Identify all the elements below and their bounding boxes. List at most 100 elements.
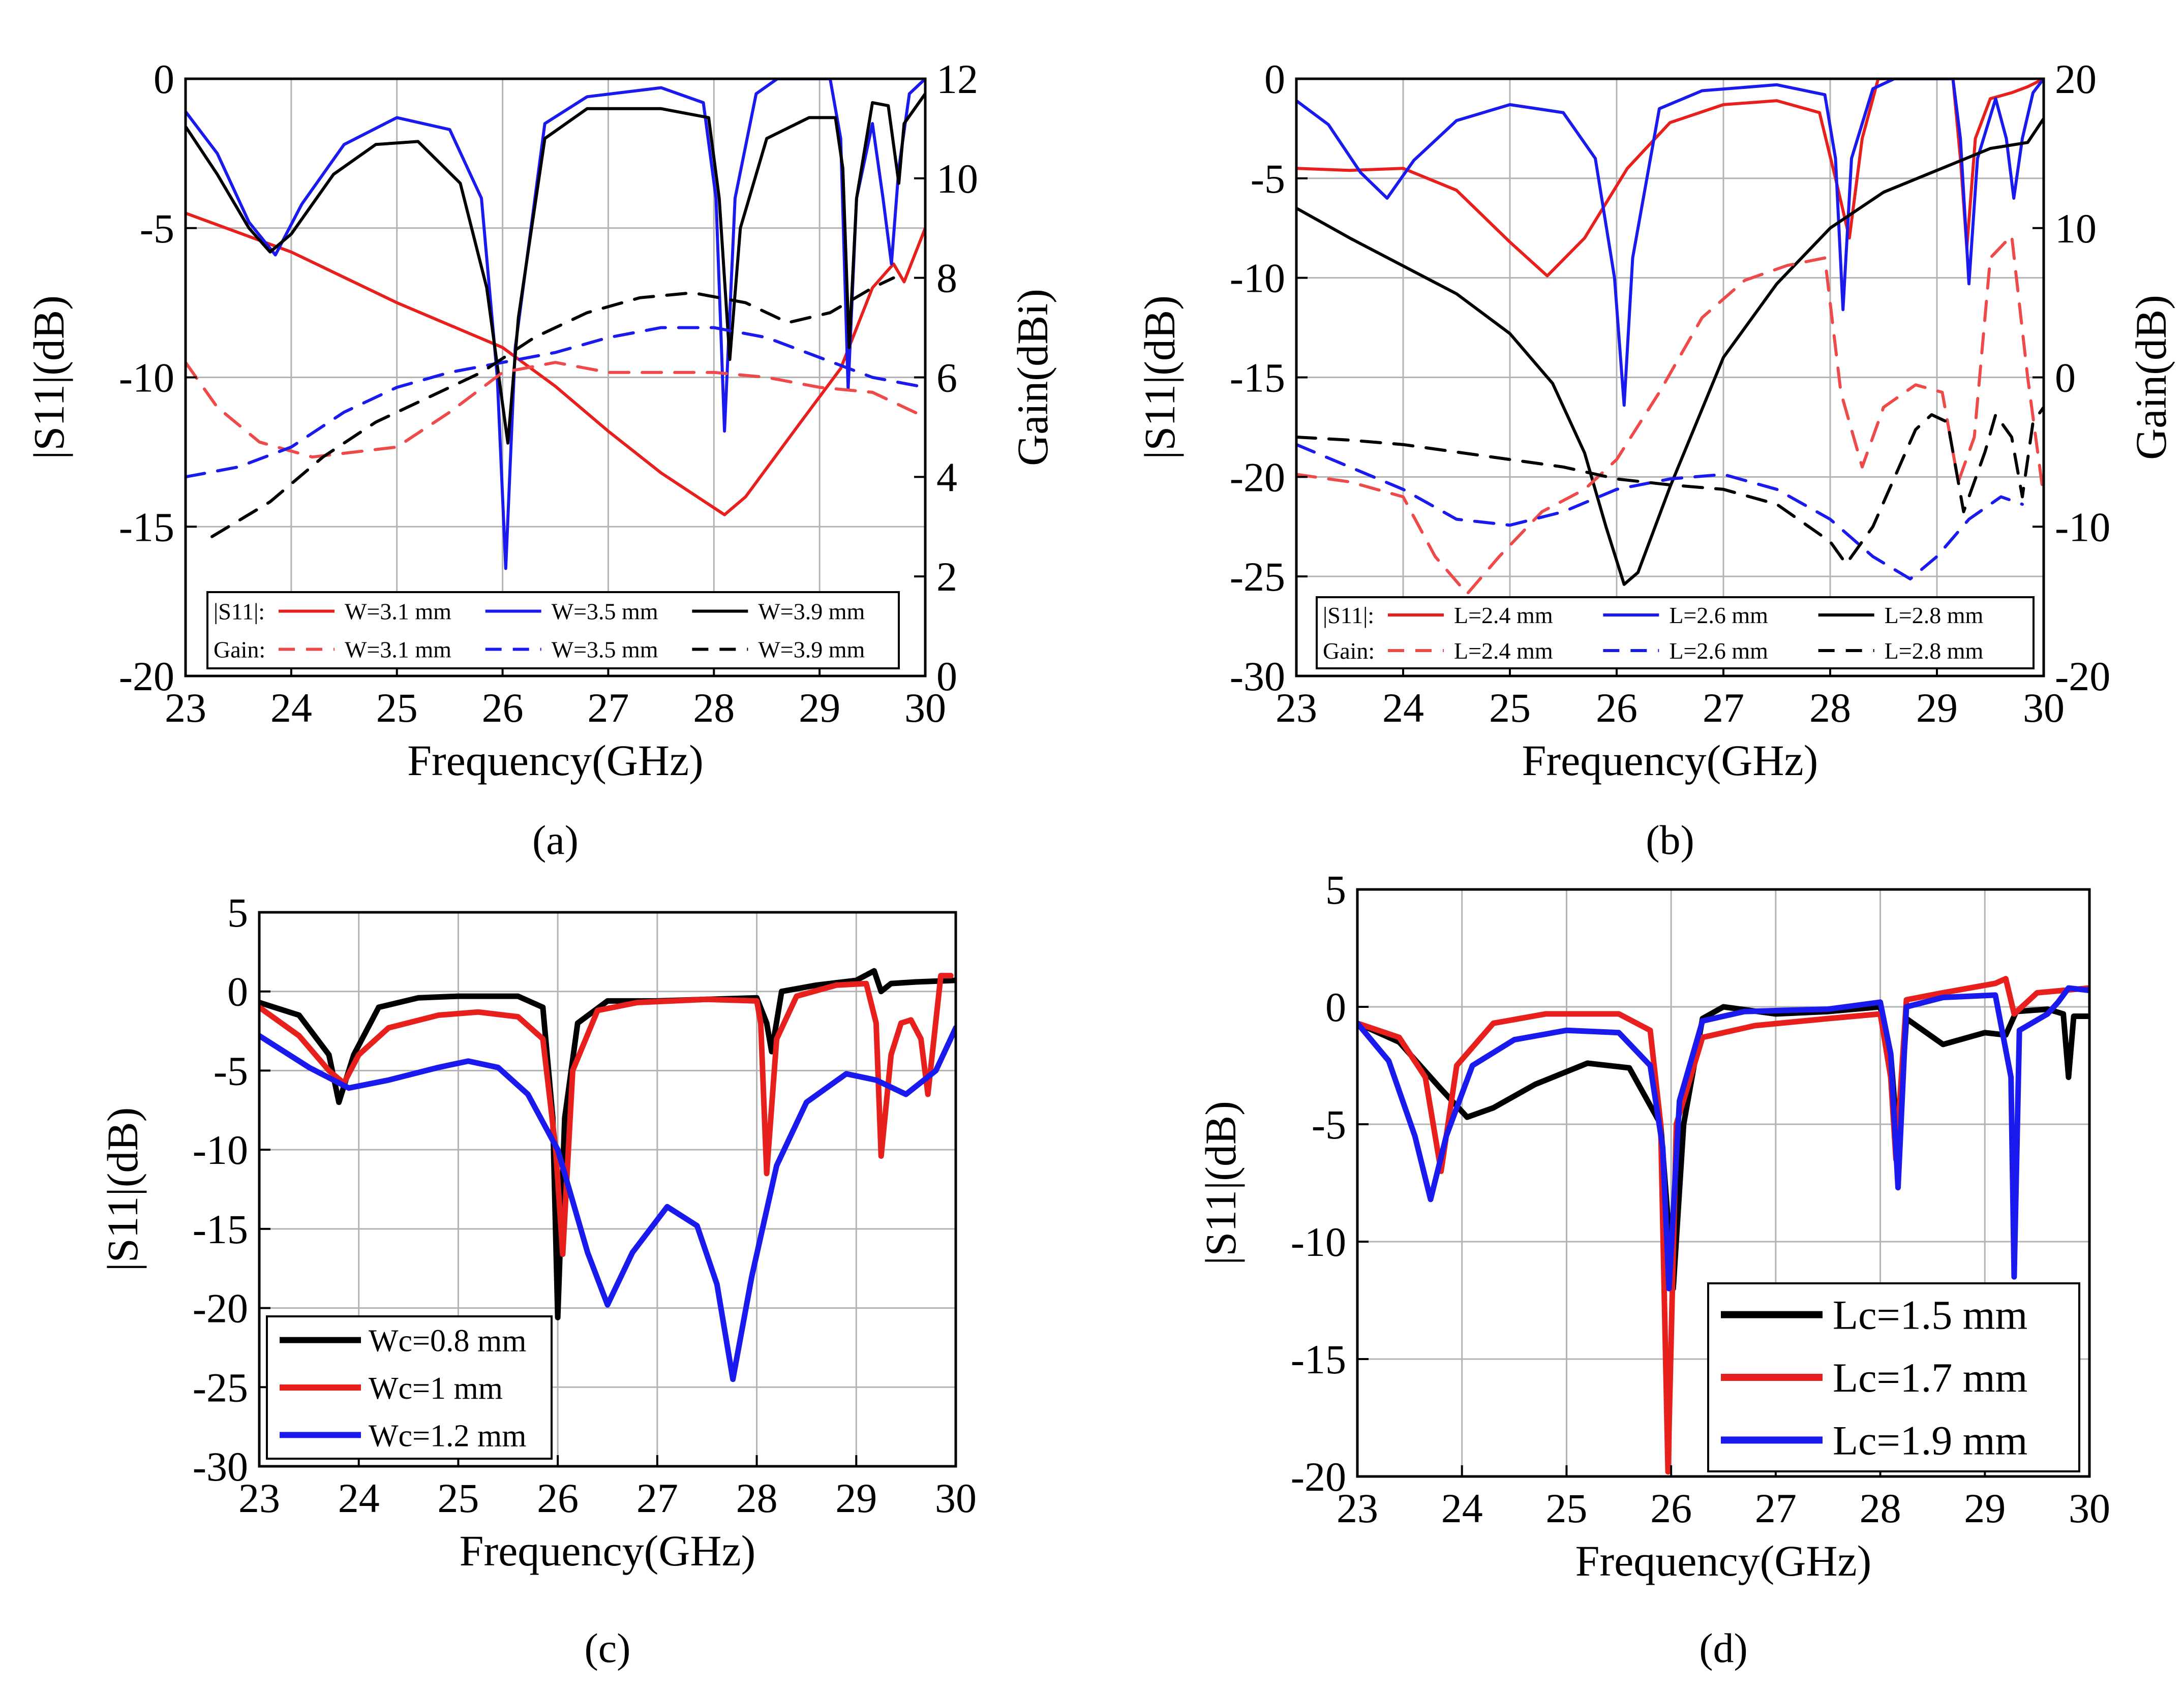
series-line-3 (1357, 985, 2089, 1291)
y-tick-label: -15 (119, 504, 174, 550)
legend-row-prefix: |S11|: (1323, 602, 1374, 628)
x-tick-label: 25 (1545, 1485, 1587, 1531)
y-tick-label: -5 (140, 205, 174, 252)
legend-entry-label: L=2.8 mm (1885, 638, 1984, 664)
legend-entry-label: Lc=1.7 mm (1833, 1354, 2027, 1401)
legend-entry-label: W=3.9 mm (758, 637, 865, 663)
x-tick-label: 24 (1382, 685, 1424, 731)
y2-tick-label: 0 (2055, 355, 2076, 401)
legend-entry-label: Wc=0.8 mm (369, 1324, 526, 1359)
legend-entry-label: Wc=1.2 mm (369, 1419, 526, 1453)
x-tick-label: 29 (1916, 685, 1958, 731)
y2-tick-label: 6 (936, 355, 957, 401)
y-tick-label: -5 (1251, 156, 1285, 202)
plot-frame (1356, 888, 2091, 1478)
y-tick-label: 0 (1325, 984, 1346, 1030)
x-tick-label: 27 (1703, 685, 1744, 731)
panels: 23 24 25 26 27 28 29 300-5-10-15-20121086420Fre… (24, 56, 2175, 1671)
y2-tick-label: -20 (2055, 653, 2110, 699)
y2-tick-label: 10 (2055, 205, 2097, 252)
y-tick-label: -5 (1312, 1101, 1346, 1148)
series-line-1 (1357, 1004, 2089, 1291)
legend-entry-label: W=3.5 mm (552, 637, 658, 663)
y-axis-label: |S11|(dB) (24, 295, 73, 459)
x-tick-label: 30 (2023, 685, 2065, 731)
legend-entry-label: Lc=1.9 mm (1833, 1417, 2027, 1463)
series-line-3 (186, 92, 925, 445)
series-group (186, 79, 925, 570)
x-tick-label: 25 (437, 1475, 479, 1521)
y2-tick-label: 8 (936, 255, 957, 301)
series-line-2 (1296, 79, 2044, 407)
y-tick-label: 0 (154, 56, 174, 102)
y-tick-label: -20 (1291, 1454, 1346, 1500)
y2-tick-label: 12 (936, 56, 978, 102)
legend-entry-label: L=2.8 mm (1885, 602, 1984, 628)
x-tick-label: 29 (1964, 1485, 2006, 1531)
legend-entry-label: Lc=1.5 mm (1833, 1292, 2027, 1338)
series-line-2 (1357, 976, 2089, 1475)
series-line-4 (186, 361, 925, 459)
legend-row-prefix: Gain: (1323, 638, 1375, 664)
x-axis-label: Frequency(GHz) (1575, 1536, 1872, 1585)
x-tick-label: 25 (1489, 685, 1531, 731)
y2-tick-label: -10 (2055, 504, 2110, 550)
x-tick-label: 28 (736, 1475, 778, 1521)
y2-tick-label: 4 (936, 454, 957, 500)
x-tick-label: 24 (270, 685, 312, 731)
y-tick-label: -10 (119, 355, 174, 401)
series-line-6 (1296, 406, 2044, 566)
x-tick-label: 27 (1755, 1485, 1797, 1531)
series-line-3 (1296, 117, 2044, 586)
x-tick-label: 24 (1441, 1485, 1483, 1531)
x-axis-label: Frequency(GHz) (407, 736, 704, 785)
series-group (259, 968, 956, 1382)
y2-tick-label: 2 (936, 553, 957, 600)
x-tick-label: 23 (238, 1475, 280, 1521)
legend-entry-label: L=2.6 mm (1669, 602, 1768, 628)
series-group (1357, 976, 2089, 1475)
legend: |S11|: L=2.4 mm L=2.6 mm L=2.8 mm Gain: L=2.4… (1316, 596, 2035, 669)
x-tick-label: 27 (636, 1475, 678, 1521)
y-axis-label: |S11|(dB) (1135, 295, 1184, 459)
panel-caption: (a) (532, 817, 579, 863)
series-line-1 (259, 968, 956, 1320)
x-axis-label: Frequency(GHz) (460, 1526, 756, 1575)
legend-entry-label: L=2.4 mm (1454, 602, 1553, 628)
y-tick-label: -15 (1230, 355, 1285, 401)
y-tick-label: -10 (1230, 255, 1285, 301)
chart-panel-a: 23 24 25 26 27 28 29 300-5-10-15-20121086420Fre… (24, 56, 1057, 863)
legend-entry-label: Wc=1 mm (369, 1371, 503, 1406)
y-tick-label: -25 (1230, 553, 1285, 600)
legend: Lc=1.5 mm Lc=1.7 mm Lc=1.9 mm (1707, 1282, 2080, 1472)
legend-box (1316, 596, 2035, 669)
x-tick-label: 26 (482, 685, 524, 731)
y2-axis-label: Gain(dB) (2127, 295, 2175, 460)
x-tick-label: 30 (935, 1475, 977, 1521)
legend-box (206, 591, 900, 669)
x-tick-label: 23 (165, 685, 206, 731)
y2-tick-label: 20 (2055, 56, 2097, 102)
x-tick-label: 28 (693, 685, 735, 731)
y2-axis-label: Gain(dBi) (1008, 289, 1057, 466)
y-tick-label: -25 (193, 1364, 248, 1410)
y-tick-label: -20 (1230, 454, 1285, 500)
y2-tick-label: 10 (936, 156, 978, 202)
chart-panel-b: 23 24 25 26 27 28 29 30 0 -5 -10 -15 -20 -25 -30 20 10 0 -… (1135, 56, 2175, 863)
x-tick-label: 23 (1337, 1485, 1378, 1531)
legend-row-prefix: |S11|: (214, 599, 265, 625)
legend-entry-label: L=2.4 mm (1454, 638, 1553, 664)
panel-caption: (c) (584, 1625, 630, 1671)
y-tick-label: -30 (193, 1443, 248, 1490)
y-tick-label: 5 (227, 889, 248, 936)
series-line-4 (1296, 234, 2044, 596)
y-tick-label: 0 (1264, 56, 1285, 102)
x-tick-label: 25 (376, 685, 418, 731)
chart-panel-d: 23 24 25 26 27 28 29 30 5 0 -5 -10 -15 -20 Frequency(G… (1196, 867, 2110, 1671)
series-line-1 (1296, 79, 2044, 278)
series-group (1296, 79, 2044, 596)
y-tick-label: -15 (1291, 1336, 1346, 1382)
legend: |S11|: W=3.1 mm W=3.5 mm W=3.9 mm Gain: W=3.1… (206, 591, 900, 669)
y-tick-label: -15 (193, 1206, 248, 1252)
